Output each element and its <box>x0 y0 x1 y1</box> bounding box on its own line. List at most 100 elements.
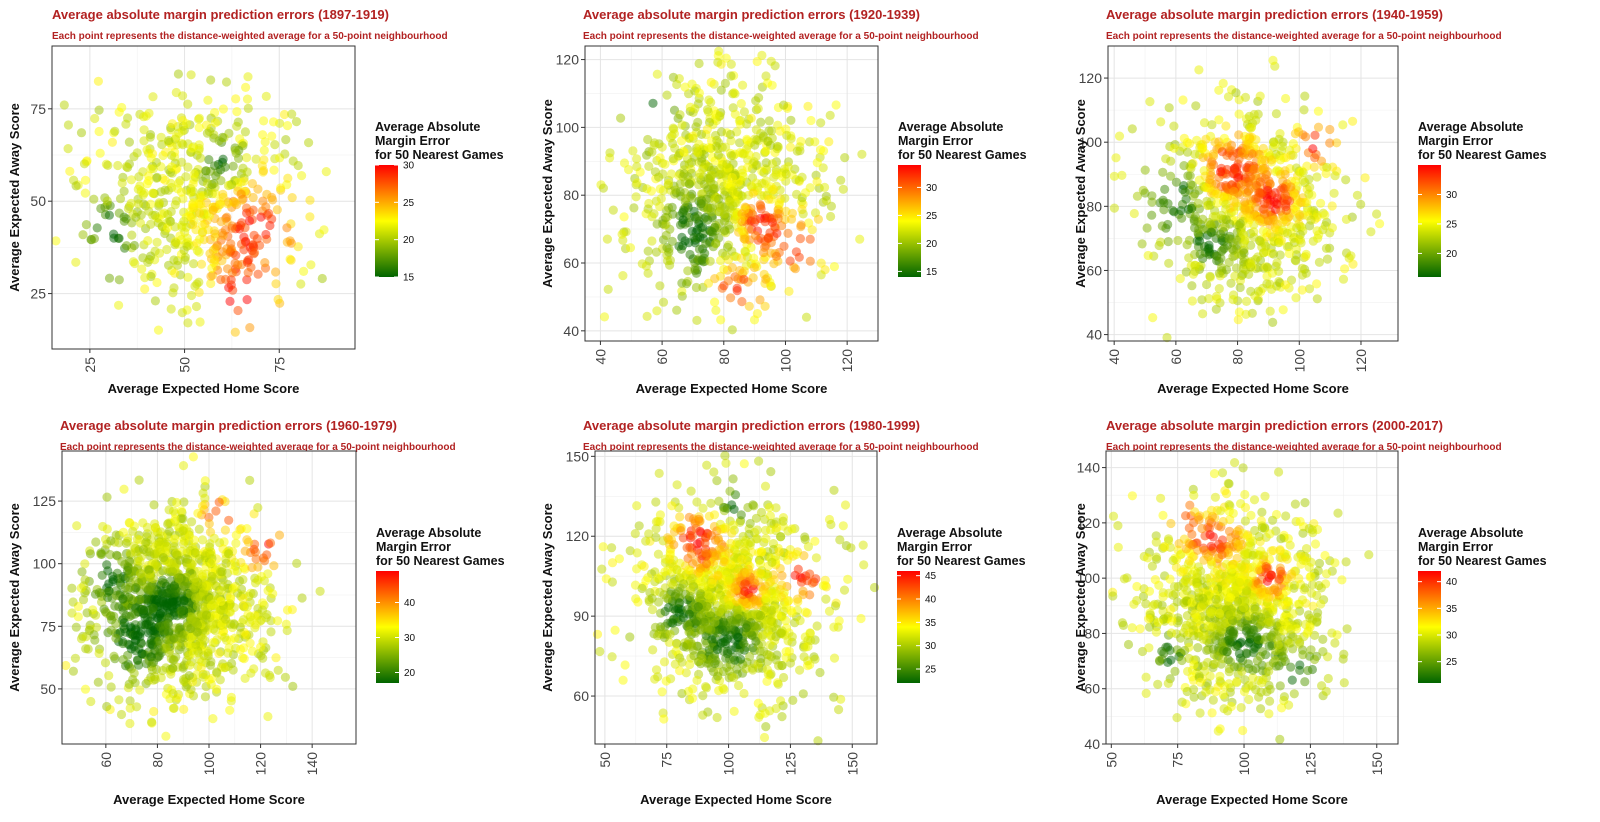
data-point <box>230 198 240 208</box>
data-point <box>1237 148 1247 158</box>
data-point <box>724 575 734 585</box>
data-point <box>247 646 257 656</box>
data-point <box>680 236 690 246</box>
data-point <box>100 658 111 668</box>
data-point <box>1189 216 1199 226</box>
data-point <box>824 137 834 147</box>
data-point <box>104 671 114 681</box>
data-point <box>1257 188 1267 198</box>
legend-tick-label: 20 <box>403 235 415 246</box>
data-point <box>761 146 771 156</box>
data-point <box>643 268 653 278</box>
data-point <box>116 573 126 584</box>
data-point <box>721 53 731 63</box>
data-point <box>607 652 617 662</box>
y-tick-label: 60 <box>563 255 579 271</box>
data-point <box>228 161 238 171</box>
data-point <box>237 218 247 228</box>
data-point <box>150 296 160 306</box>
data-point <box>1169 121 1179 131</box>
data-point <box>1308 144 1318 154</box>
data-point <box>712 712 722 723</box>
data-point <box>805 628 815 638</box>
data-point <box>745 518 755 529</box>
data-point <box>666 674 676 684</box>
data-point <box>632 501 642 511</box>
data-point <box>701 682 711 692</box>
chart-svg: Average absolute margin prediction error… <box>540 418 1026 807</box>
y-tick-label: 40 <box>563 323 579 339</box>
data-point <box>709 467 719 477</box>
data-point <box>200 493 210 503</box>
data-point <box>806 115 816 126</box>
data-point <box>131 212 141 222</box>
data-point <box>72 521 82 531</box>
data-point <box>1113 521 1123 531</box>
data-point <box>154 636 164 646</box>
data-point <box>598 542 608 552</box>
data-point <box>161 598 171 608</box>
data-point <box>771 251 781 261</box>
data-point <box>701 548 711 558</box>
data-point <box>161 537 171 547</box>
data-point <box>170 268 180 278</box>
data-point <box>1294 127 1304 137</box>
data-point <box>737 226 747 236</box>
data-point <box>1212 189 1222 200</box>
data-point <box>700 538 710 548</box>
data-point <box>253 269 263 279</box>
data-point <box>51 236 61 246</box>
data-point <box>273 294 283 305</box>
data-point <box>1301 132 1311 142</box>
data-point <box>723 242 733 252</box>
data-point <box>165 694 175 704</box>
data-point <box>800 607 810 617</box>
data-point <box>68 666 78 676</box>
data-point <box>692 497 702 507</box>
legend-title: for 50 Nearest Games <box>375 148 504 162</box>
data-point <box>698 222 708 232</box>
data-point <box>156 527 166 537</box>
data-point <box>171 652 181 662</box>
data-point <box>1298 175 1308 185</box>
data-point <box>690 264 700 274</box>
data-point <box>644 161 654 171</box>
data-point <box>220 525 230 535</box>
data-point <box>726 71 736 81</box>
data-point <box>734 614 744 624</box>
chart-title: Average absolute margin prediction error… <box>583 418 920 433</box>
data-point <box>762 676 772 686</box>
data-point <box>1231 88 1241 98</box>
data-point <box>126 198 136 208</box>
data-point <box>1194 65 1204 75</box>
data-point <box>1322 254 1333 264</box>
data-point <box>1217 147 1227 157</box>
data-point <box>1198 309 1208 319</box>
data-point <box>172 497 182 508</box>
data-point <box>821 191 831 201</box>
data-point <box>720 636 730 647</box>
data-point <box>1243 186 1254 196</box>
data-point <box>126 175 136 185</box>
data-point <box>810 137 820 147</box>
data-point <box>720 522 730 533</box>
data-point <box>1340 264 1350 274</box>
data-point <box>1216 210 1226 220</box>
data-point <box>713 150 723 160</box>
data-point <box>138 253 148 263</box>
data-point <box>125 718 135 729</box>
data-point <box>750 140 760 150</box>
data-point <box>177 157 187 167</box>
data-point <box>813 214 823 224</box>
data-point <box>797 172 807 182</box>
data-point <box>192 627 202 637</box>
data-point <box>749 253 759 263</box>
data-point <box>207 179 217 190</box>
data-point <box>305 212 315 222</box>
data-point <box>1171 177 1181 187</box>
y-tick-label: 80 <box>563 187 579 203</box>
data-point <box>140 620 150 630</box>
data-point <box>701 239 711 249</box>
data-point <box>755 568 765 578</box>
data-point <box>167 119 177 129</box>
